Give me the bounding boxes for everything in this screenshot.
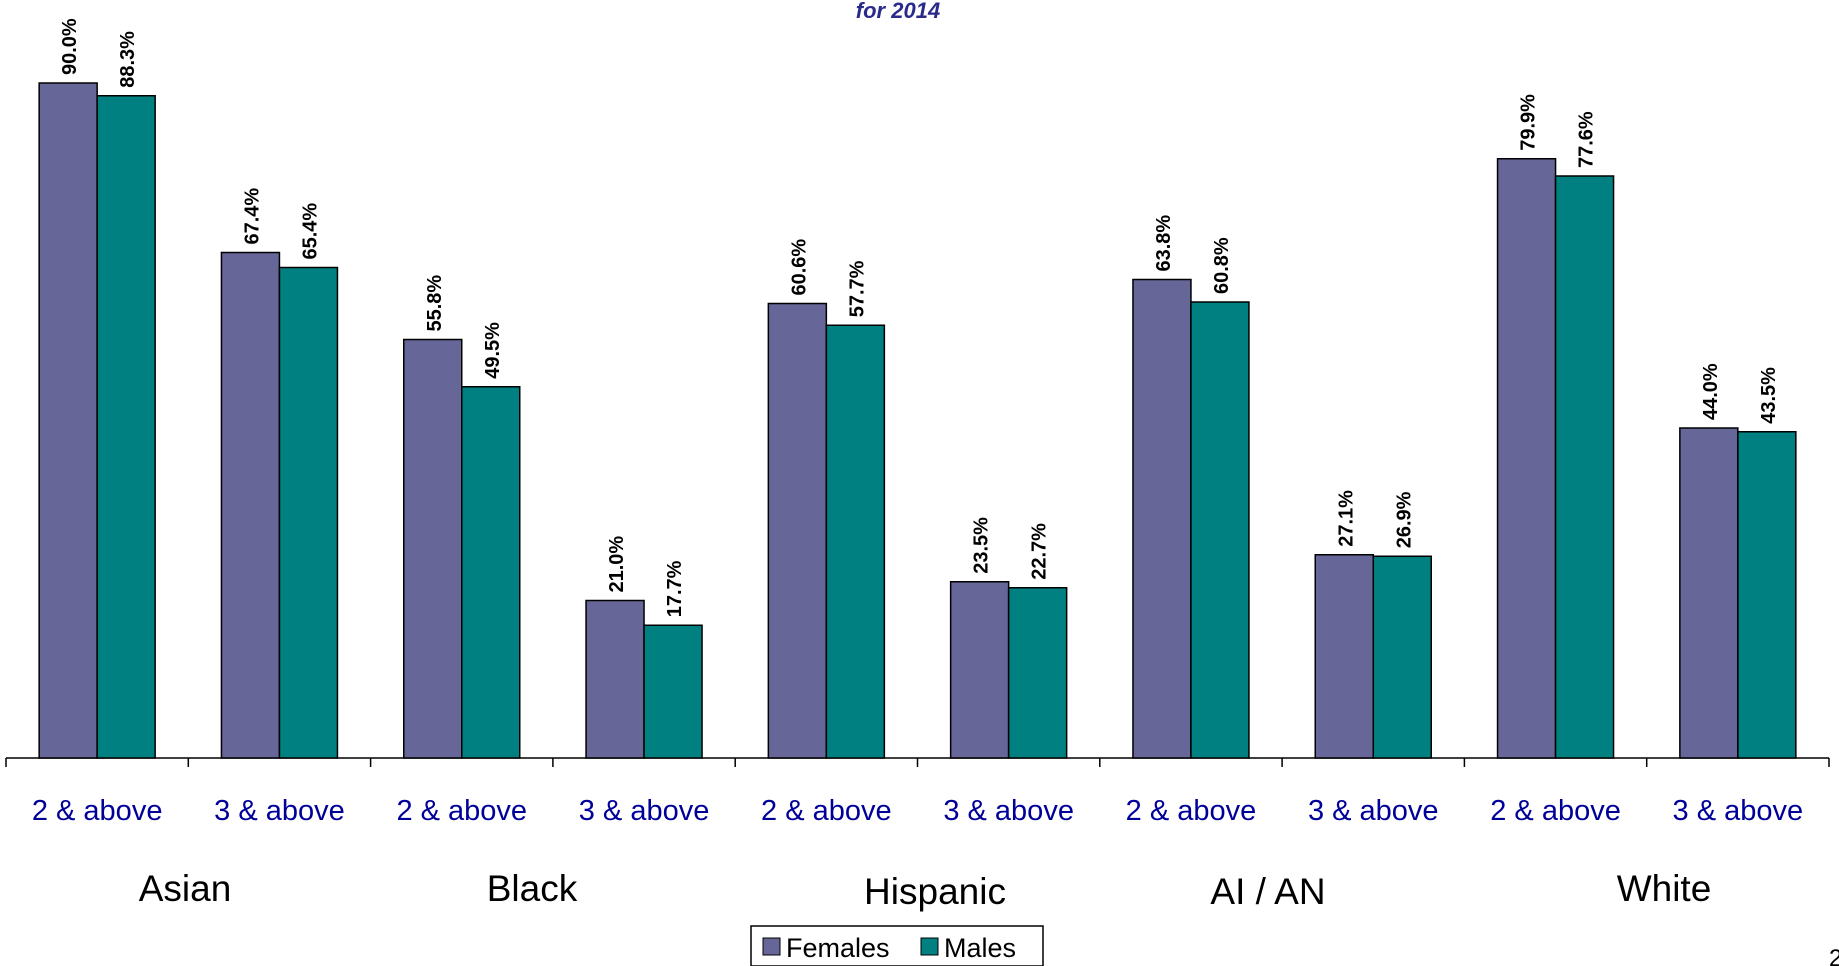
group-labels: Asian Black Hispanic AI / AN White <box>139 868 1712 912</box>
bar-females-3 <box>585 599 645 759</box>
value-label-females-4: 60.6% <box>788 239 810 296</box>
bar-males-0 <box>96 95 156 759</box>
bar-males-7 <box>1372 555 1432 759</box>
value-label-females-3: 21.0% <box>606 536 628 593</box>
bar-males-6 <box>1190 301 1250 759</box>
legend-label-females: Females <box>786 933 890 963</box>
value-label-males-5: 22.7% <box>1029 523 1051 580</box>
legend: Females Males <box>750 925 1044 966</box>
value-label-males-8: 77.6% <box>1576 111 1598 168</box>
bar-females-8 <box>1496 158 1557 759</box>
x-tick-label-5: 3 & above <box>943 795 1074 827</box>
bar-males-9 <box>1737 431 1797 759</box>
x-tick-label-7: 3 & above <box>1308 795 1439 827</box>
group-label-black: Black <box>487 868 578 909</box>
x-tick-label-1: 3 & above <box>214 795 345 827</box>
value-label-males-7: 26.9% <box>1393 491 1415 548</box>
bar-females-2 <box>403 338 463 759</box>
bar-females-9 <box>1679 427 1739 759</box>
legend-swatch-females <box>762 937 781 956</box>
x-tick-label-4: 2 & above <box>761 795 892 827</box>
x-tick-label-0: 2 & above <box>32 795 163 827</box>
value-label-males-3: 17.7% <box>664 560 686 617</box>
bar-males-1 <box>278 266 339 759</box>
bar-males-8 <box>1554 175 1615 759</box>
group-label-asian: Asian <box>139 868 232 909</box>
x-tick-label-6: 2 & above <box>1126 795 1257 827</box>
x-tick-label-2: 2 & above <box>396 795 527 827</box>
x-tick-label-9: 3 & above <box>1673 795 1804 827</box>
legend-box <box>750 925 1044 966</box>
value-labels: 90.0% 88.3% 67.4% 65.4% 55.8% 49.5% 21.0% 17.7%… <box>59 18 1780 617</box>
x-tick-label-3: 3 & above <box>579 795 710 827</box>
value-label-females-7: 27.1% <box>1335 490 1357 547</box>
bar-females-7 <box>1314 554 1374 759</box>
value-label-females-0: 90.0% <box>59 18 81 75</box>
group-label-ai-an: AI / AN <box>1210 871 1325 912</box>
value-label-females-8: 79.9% <box>1518 94 1540 151</box>
legend-label-males: Males <box>944 933 1016 963</box>
bar-females-5 <box>949 581 1010 759</box>
value-label-males-9: 43.5% <box>1758 367 1780 424</box>
bar-females-1 <box>220 251 281 759</box>
value-label-females-2: 55.8% <box>424 275 446 332</box>
value-label-males-1: 65.4% <box>299 203 321 260</box>
bar-males-4 <box>825 324 886 759</box>
tick-labels: 2 & above 3 & above 2 & above 3 & above 2 & … <box>32 795 1803 827</box>
value-label-males-0: 88.3% <box>117 31 139 88</box>
value-label-females-9: 44.0% <box>1700 363 1722 420</box>
bar-females-4 <box>767 302 828 759</box>
value-label-females-6: 63.8% <box>1153 215 1175 272</box>
value-label-females-1: 67.4% <box>241 188 263 245</box>
bar-males-5 <box>1007 587 1068 759</box>
bars <box>38 82 1797 759</box>
bar-males-2 <box>461 386 521 759</box>
bar-females-6 <box>1132 278 1192 759</box>
page-number: 2 <box>1829 945 1839 966</box>
value-label-females-5: 23.5% <box>971 517 993 574</box>
group-label-hispanic: Hispanic <box>864 871 1006 912</box>
value-label-males-4: 57.7% <box>846 260 868 317</box>
x-tick-label-8: 2 & above <box>1490 795 1621 827</box>
chart-title: for 2014 <box>856 0 940 23</box>
value-label-males-6: 60.8% <box>1211 237 1233 294</box>
group-label-white: White <box>1617 868 1712 909</box>
x-axis <box>5 757 1830 767</box>
value-label-males-2: 49.5% <box>482 322 504 379</box>
bar-females-0 <box>38 82 98 759</box>
legend-swatch-males <box>920 937 939 956</box>
bar-males-3 <box>643 624 703 759</box>
